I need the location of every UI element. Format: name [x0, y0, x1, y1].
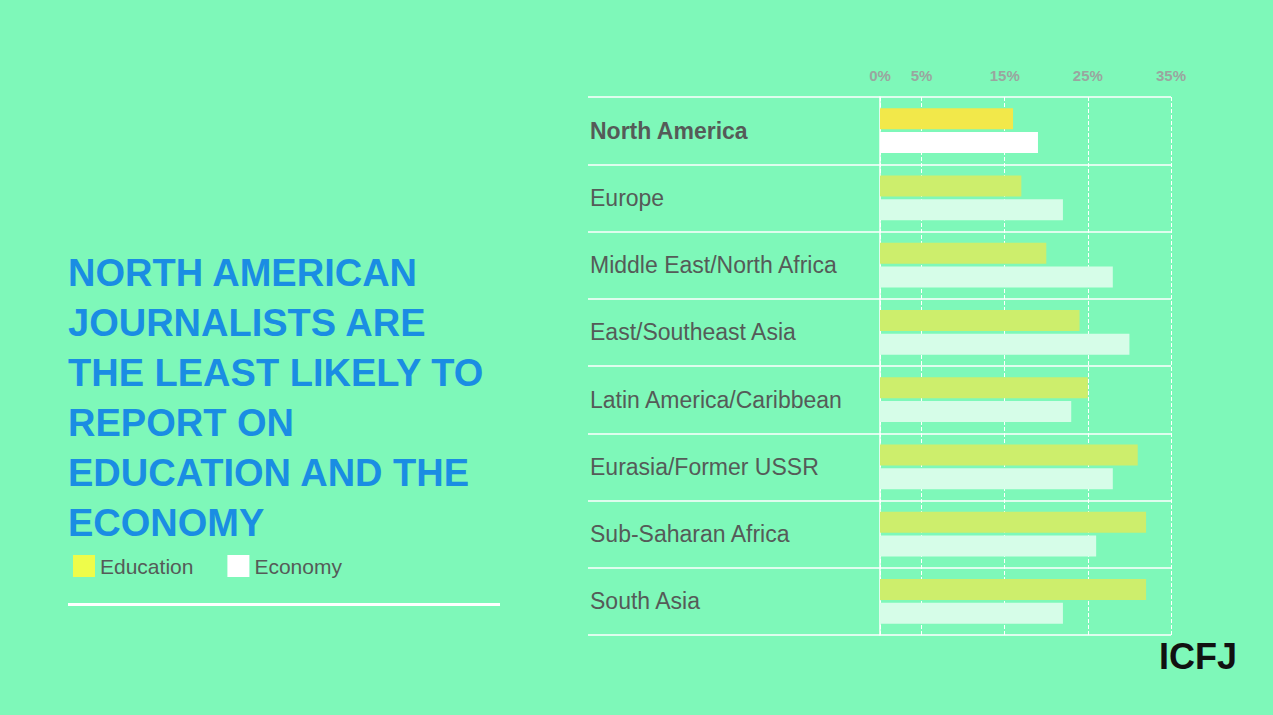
svg-text:East/Southeast Asia: East/Southeast Asia — [590, 319, 796, 345]
svg-text:Sub-Saharan Africa: Sub-Saharan Africa — [590, 521, 790, 547]
svg-text:0%: 0% — [869, 67, 891, 84]
svg-text:35%: 35% — [1156, 67, 1186, 84]
svg-text:Economy: Economy — [254, 555, 342, 578]
svg-text:Eurasia/Former USSR: Eurasia/Former USSR — [590, 454, 819, 480]
svg-text:JOURNALISTS ARE: JOURNALISTS ARE — [68, 302, 436, 344]
svg-text:15%: 15% — [990, 67, 1020, 84]
svg-text:ECONOMY: ECONOMY — [68, 502, 264, 544]
svg-text:Latin America/Caribbean: Latin America/Caribbean — [590, 387, 842, 413]
svg-text:Middle East/North Africa: Middle East/North Africa — [590, 252, 837, 278]
svg-text:Education: Education — [100, 555, 193, 578]
svg-text:North America: North America — [590, 118, 748, 144]
svg-text:ICFJ: ICFJ — [1159, 636, 1237, 677]
svg-text:5%: 5% — [911, 67, 933, 84]
svg-text:REPORT ON: REPORT ON — [68, 402, 304, 444]
svg-text:THE LEAST LIKELY TO: THE LEAST LIKELY TO — [68, 352, 494, 394]
svg-text:NORTH AMERICAN: NORTH AMERICAN — [68, 252, 428, 294]
svg-text:South Asia: South Asia — [590, 588, 700, 614]
svg-text:EDUCATION AND THE: EDUCATION AND THE — [68, 452, 480, 494]
svg-text:Europe: Europe — [590, 185, 664, 211]
svg-text:25%: 25% — [1073, 67, 1103, 84]
